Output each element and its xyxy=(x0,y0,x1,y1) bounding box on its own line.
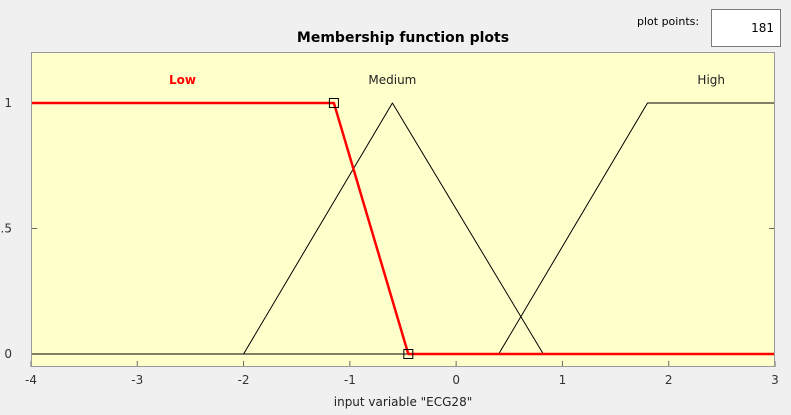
mf-line-low[interactable] xyxy=(31,101,775,356)
plot-border xyxy=(31,52,775,367)
x-tick-label: -4 xyxy=(25,373,37,387)
plot-title: Membership function plots xyxy=(296,30,510,46)
y-tick-label: 0.5 xyxy=(0,222,12,236)
x-tick-label: 0 xyxy=(452,373,460,387)
y-tick-label: 1 xyxy=(4,96,12,110)
x-axis-label: input variable "ECG28" xyxy=(333,395,473,409)
x-tick-label: -1 xyxy=(344,373,356,387)
mf-line-high[interactable] xyxy=(31,102,775,355)
x-tick-label: -2 xyxy=(238,373,250,387)
x-tick-label: 2 xyxy=(665,373,673,387)
x-tick-label: 3 xyxy=(771,373,779,387)
mf-vertex-handle[interactable] xyxy=(328,98,339,108)
y-tick-label: 0 xyxy=(4,347,12,361)
mf-label-low[interactable]: Low xyxy=(169,73,196,87)
plot-area[interactable] xyxy=(31,52,775,367)
mf-vertex-handle[interactable] xyxy=(403,349,414,359)
plot-points-input[interactable] xyxy=(711,9,781,47)
mf-label-medium[interactable]: Medium xyxy=(368,73,416,87)
mf-label-high[interactable]: High xyxy=(697,73,725,87)
x-tick-label: -3 xyxy=(131,373,143,387)
x-tick-label: 1 xyxy=(559,373,567,387)
plot-points-label: plot points: xyxy=(637,15,700,28)
